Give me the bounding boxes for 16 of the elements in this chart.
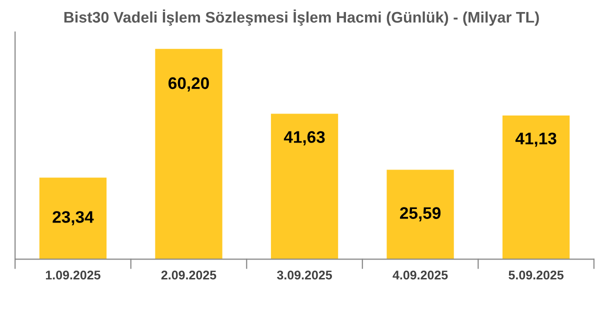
bar xyxy=(270,114,338,260)
data-label: 41,13 xyxy=(515,132,556,147)
bar xyxy=(155,48,222,260)
data-label: 25,59 xyxy=(400,207,441,222)
x-tick-label: 4.09.2025 xyxy=(392,270,448,280)
x-tick-label: 5.09.2025 xyxy=(508,270,564,280)
data-label: 60,20 xyxy=(168,77,209,92)
chart-title: Bist30 Vadeli İşlem Sözleşmesi İşlem Hacmi (Günlük) - (Milyar TL) xyxy=(64,9,539,26)
x-tick-label: 3.09.2025 xyxy=(277,270,332,280)
x-tick-label: 2.09.2025 xyxy=(161,270,216,280)
data-label: 41,63 xyxy=(284,131,325,146)
x-tick-label: 1.09.2025 xyxy=(46,270,100,280)
bar xyxy=(502,115,570,260)
bar xyxy=(386,170,454,260)
bar xyxy=(39,178,107,260)
data-label: 23,34 xyxy=(52,211,94,226)
